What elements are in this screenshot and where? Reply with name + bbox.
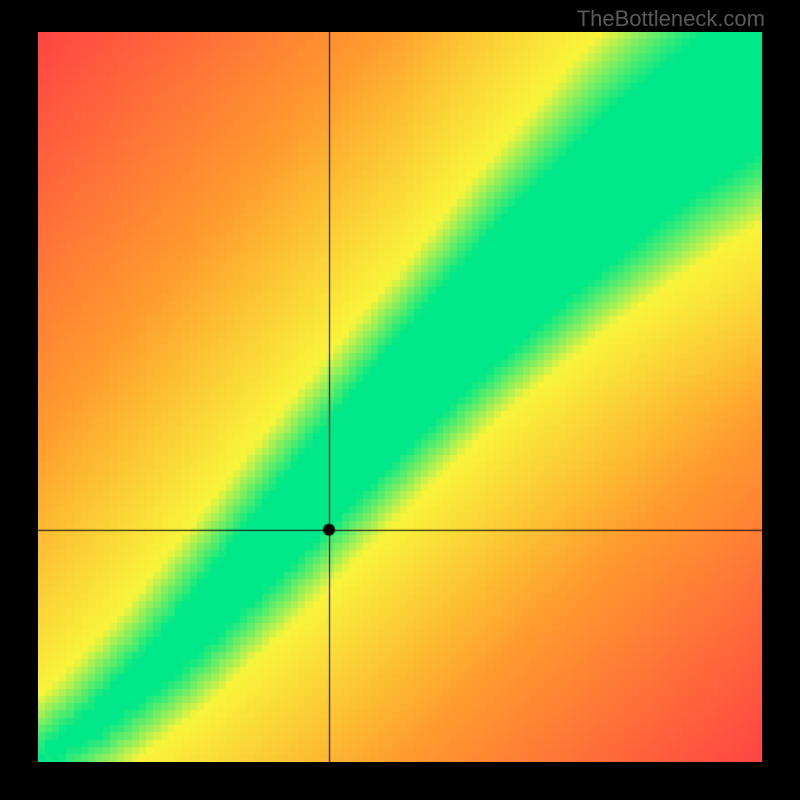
chart-container: TheBottleneck.com — [0, 0, 800, 800]
bottleneck-heatmap — [38, 32, 762, 762]
watermark-text: TheBottleneck.com — [577, 6, 765, 32]
